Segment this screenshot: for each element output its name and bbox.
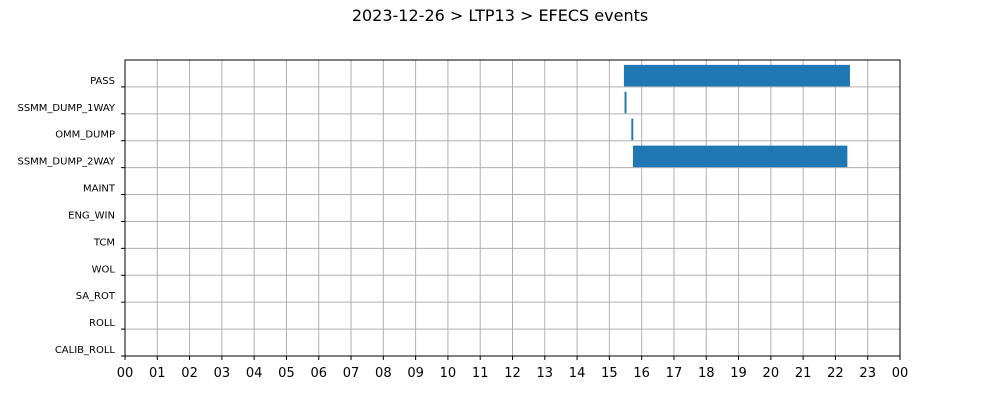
chart-title: 2023-12-26 > LTP13 > EFECS events bbox=[351, 6, 649, 25]
y-tick-label: TCM bbox=[93, 237, 115, 248]
x-tick-label: 00 bbox=[117, 366, 134, 381]
y-tick-label: ROLL bbox=[89, 318, 115, 329]
x-tick-label: 06 bbox=[310, 366, 327, 381]
x-tick-label: 00 bbox=[892, 366, 909, 381]
y-tick-label: MAINT bbox=[83, 184, 116, 195]
x-tick-label: 22 bbox=[827, 366, 844, 381]
x-tick-label: 19 bbox=[730, 366, 747, 381]
x-tick-label: 18 bbox=[698, 366, 715, 381]
x-tick-label: 20 bbox=[763, 366, 780, 381]
x-tick-label: 15 bbox=[601, 366, 618, 381]
y-tick-label: OMM_DUMP bbox=[55, 130, 115, 141]
event-bar-ssmm-dump-2way bbox=[632, 145, 848, 168]
x-tick-label: 09 bbox=[407, 366, 424, 381]
y-tick-label: SA_ROT bbox=[76, 291, 116, 302]
x-tick-label: 21 bbox=[795, 366, 812, 381]
x-tick-label: 10 bbox=[440, 366, 457, 381]
x-tick-label: 03 bbox=[214, 366, 231, 381]
plot-frame bbox=[124, 59, 901, 357]
y-tick-label: SSMM_DUMP_2WAY bbox=[17, 157, 115, 168]
x-tick-label: 07 bbox=[343, 366, 360, 381]
x-tick-label: 14 bbox=[569, 366, 586, 381]
x-tick-label: 12 bbox=[504, 366, 521, 381]
event-bar-ssmm-dump-1way bbox=[624, 91, 627, 114]
y-tick-label: CALIB_ROLL bbox=[55, 345, 116, 356]
y-tick-label: PASS bbox=[90, 76, 115, 87]
x-tick-label: 17 bbox=[666, 366, 683, 381]
x-tick-label: 16 bbox=[633, 366, 650, 381]
x-tick-label: 13 bbox=[537, 366, 554, 381]
y-axis: PASS SSMM_DUMP_1WAY OMM_DUMP SSMM_DUMP_2WAY… bbox=[17, 76, 125, 357]
x-tick-label: 02 bbox=[181, 366, 198, 381]
x-tick-label: 11 bbox=[472, 366, 489, 381]
x-tick-label: 04 bbox=[246, 366, 263, 381]
x-axis: 00 01 02 03 04 05 06 07 08 09 10 11 12 13 14 15 16 17 18 19… bbox=[117, 356, 909, 381]
y-tick-label: ENG_WIN bbox=[68, 210, 115, 221]
x-tick-label: 08 bbox=[375, 366, 392, 381]
grid-layer bbox=[125, 60, 900, 356]
y-tick-label: WOL bbox=[92, 264, 116, 275]
event-bar-omm-dump bbox=[631, 118, 634, 141]
x-tick-label: 05 bbox=[278, 366, 295, 381]
bar-layer bbox=[623, 64, 850, 168]
y-tick-label: SSMM_DUMP_1WAY bbox=[17, 103, 115, 114]
x-tick-label: 23 bbox=[859, 366, 876, 381]
x-tick-label: 01 bbox=[149, 366, 166, 381]
event-bar-pass bbox=[623, 64, 850, 87]
